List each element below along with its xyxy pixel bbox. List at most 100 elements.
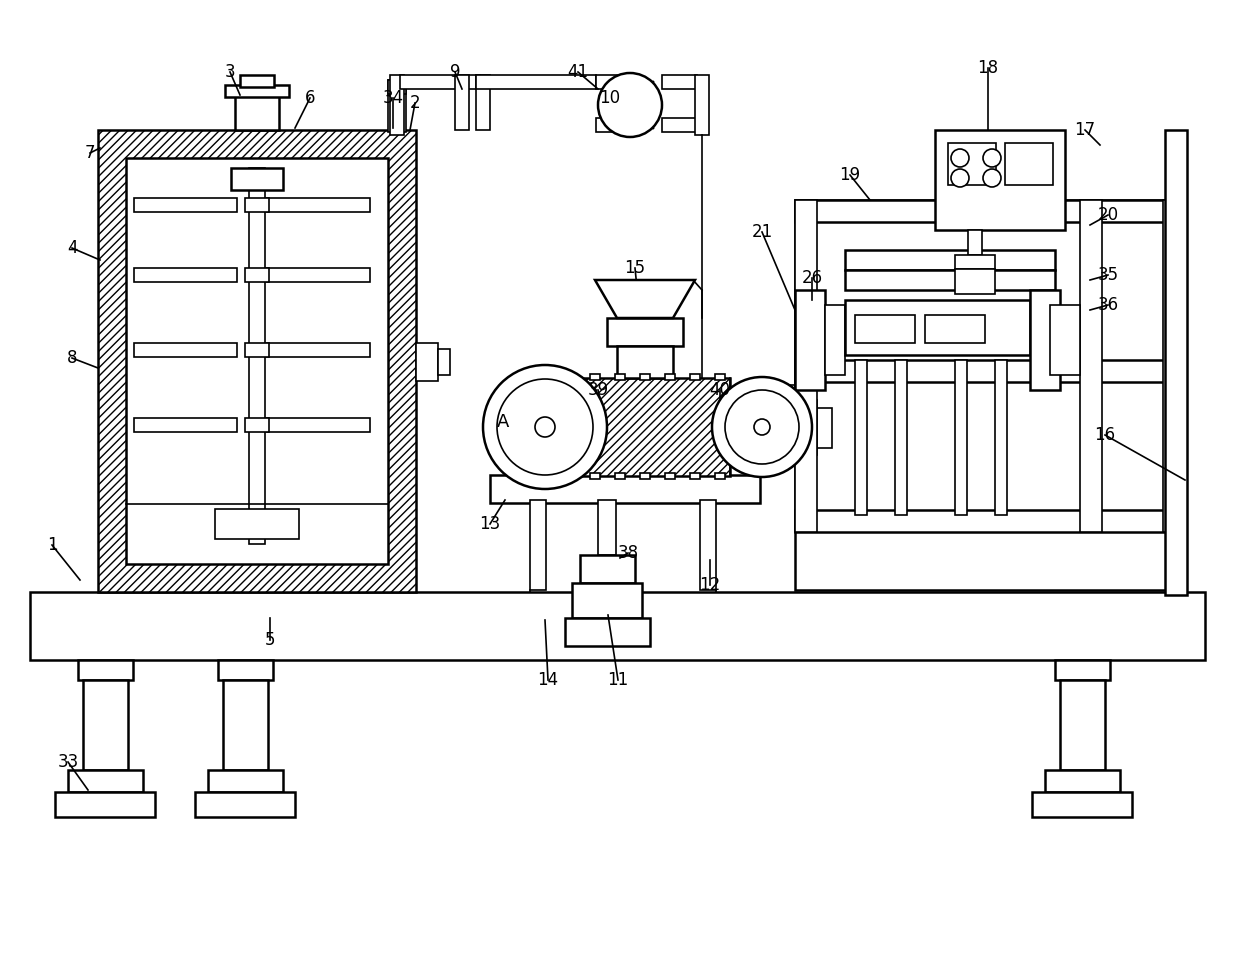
Bar [134, 198, 237, 212]
Text: 6: 6 [305, 89, 315, 107]
Bar [30, 592, 1205, 660]
Bar [267, 343, 370, 357]
Text: 19: 19 [839, 166, 861, 184]
Bar [615, 473, 625, 479]
Bar [1004, 143, 1053, 185]
Bar [246, 268, 269, 282]
Bar [490, 475, 760, 503]
Bar [640, 374, 650, 380]
Bar [844, 270, 1055, 290]
Bar [415, 343, 438, 381]
Text: 2: 2 [409, 94, 420, 112]
Bar [844, 300, 1030, 355]
Bar [438, 349, 450, 375]
Bar [590, 374, 600, 380]
Bar [596, 75, 634, 89]
Bar [134, 268, 237, 282]
Bar [665, 374, 675, 380]
Text: 14: 14 [537, 671, 558, 689]
Text: 16: 16 [1095, 426, 1116, 444]
Bar [955, 269, 994, 294]
Bar [1055, 660, 1110, 680]
Bar [68, 770, 143, 792]
Bar [578, 378, 730, 476]
Text: 39: 39 [588, 381, 609, 399]
Bar [640, 473, 650, 479]
Bar [223, 680, 268, 770]
Bar [98, 130, 415, 592]
Text: 12: 12 [699, 576, 720, 594]
Text: 40: 40 [709, 381, 730, 399]
Bar [795, 510, 1185, 532]
Bar [580, 555, 635, 583]
Bar [78, 660, 133, 680]
Circle shape [951, 169, 968, 187]
Text: 34: 34 [382, 89, 403, 107]
Text: 33: 33 [57, 753, 78, 771]
Bar [795, 290, 825, 390]
Bar [856, 315, 915, 343]
Circle shape [534, 417, 556, 437]
Text: 8: 8 [67, 349, 77, 367]
Bar [134, 418, 237, 432]
Bar [895, 360, 906, 515]
Circle shape [951, 149, 968, 167]
Circle shape [497, 379, 593, 475]
Bar [572, 583, 642, 618]
Circle shape [754, 419, 770, 435]
Text: A: A [497, 413, 510, 431]
Bar [694, 75, 709, 135]
Bar [215, 509, 299, 539]
Bar [955, 360, 967, 515]
Text: 3: 3 [224, 63, 236, 81]
Text: 11: 11 [608, 671, 629, 689]
Bar [388, 80, 405, 94]
Bar [1166, 130, 1187, 595]
Bar [249, 168, 265, 544]
Circle shape [712, 377, 812, 477]
Bar [770, 385, 795, 465]
Text: 18: 18 [977, 59, 998, 77]
Bar [455, 75, 469, 130]
Bar [224, 85, 289, 97]
Bar [565, 618, 650, 646]
Circle shape [983, 169, 1001, 187]
Circle shape [983, 149, 1001, 167]
Bar [267, 198, 370, 212]
Bar [618, 346, 673, 378]
Bar [246, 418, 269, 432]
Bar [817, 408, 832, 448]
Bar [795, 360, 1185, 382]
Bar [689, 374, 701, 380]
Circle shape [598, 73, 662, 137]
Text: 26: 26 [801, 269, 822, 287]
Text: 17: 17 [1074, 121, 1096, 139]
Polygon shape [595, 280, 694, 318]
Bar [795, 200, 1185, 590]
Bar [241, 75, 274, 87]
Bar [1032, 792, 1132, 817]
Text: 35: 35 [1097, 266, 1118, 284]
Bar [662, 118, 697, 132]
Bar [476, 75, 596, 89]
Bar [218, 660, 273, 680]
Bar [529, 500, 546, 590]
Bar [925, 315, 985, 343]
Bar [715, 473, 725, 479]
Bar [598, 500, 616, 555]
Bar [1050, 305, 1080, 375]
Text: 13: 13 [480, 515, 501, 533]
Bar [1045, 770, 1120, 792]
Bar [701, 500, 715, 590]
Bar [231, 168, 283, 190]
Bar [134, 343, 237, 357]
Text: 38: 38 [618, 544, 639, 562]
Bar [795, 200, 1185, 222]
Text: 4: 4 [67, 239, 77, 257]
Bar [1030, 290, 1060, 390]
Bar [994, 360, 1007, 515]
Bar [949, 143, 996, 185]
Bar [55, 792, 155, 817]
Bar [126, 158, 388, 564]
Bar [388, 80, 405, 132]
